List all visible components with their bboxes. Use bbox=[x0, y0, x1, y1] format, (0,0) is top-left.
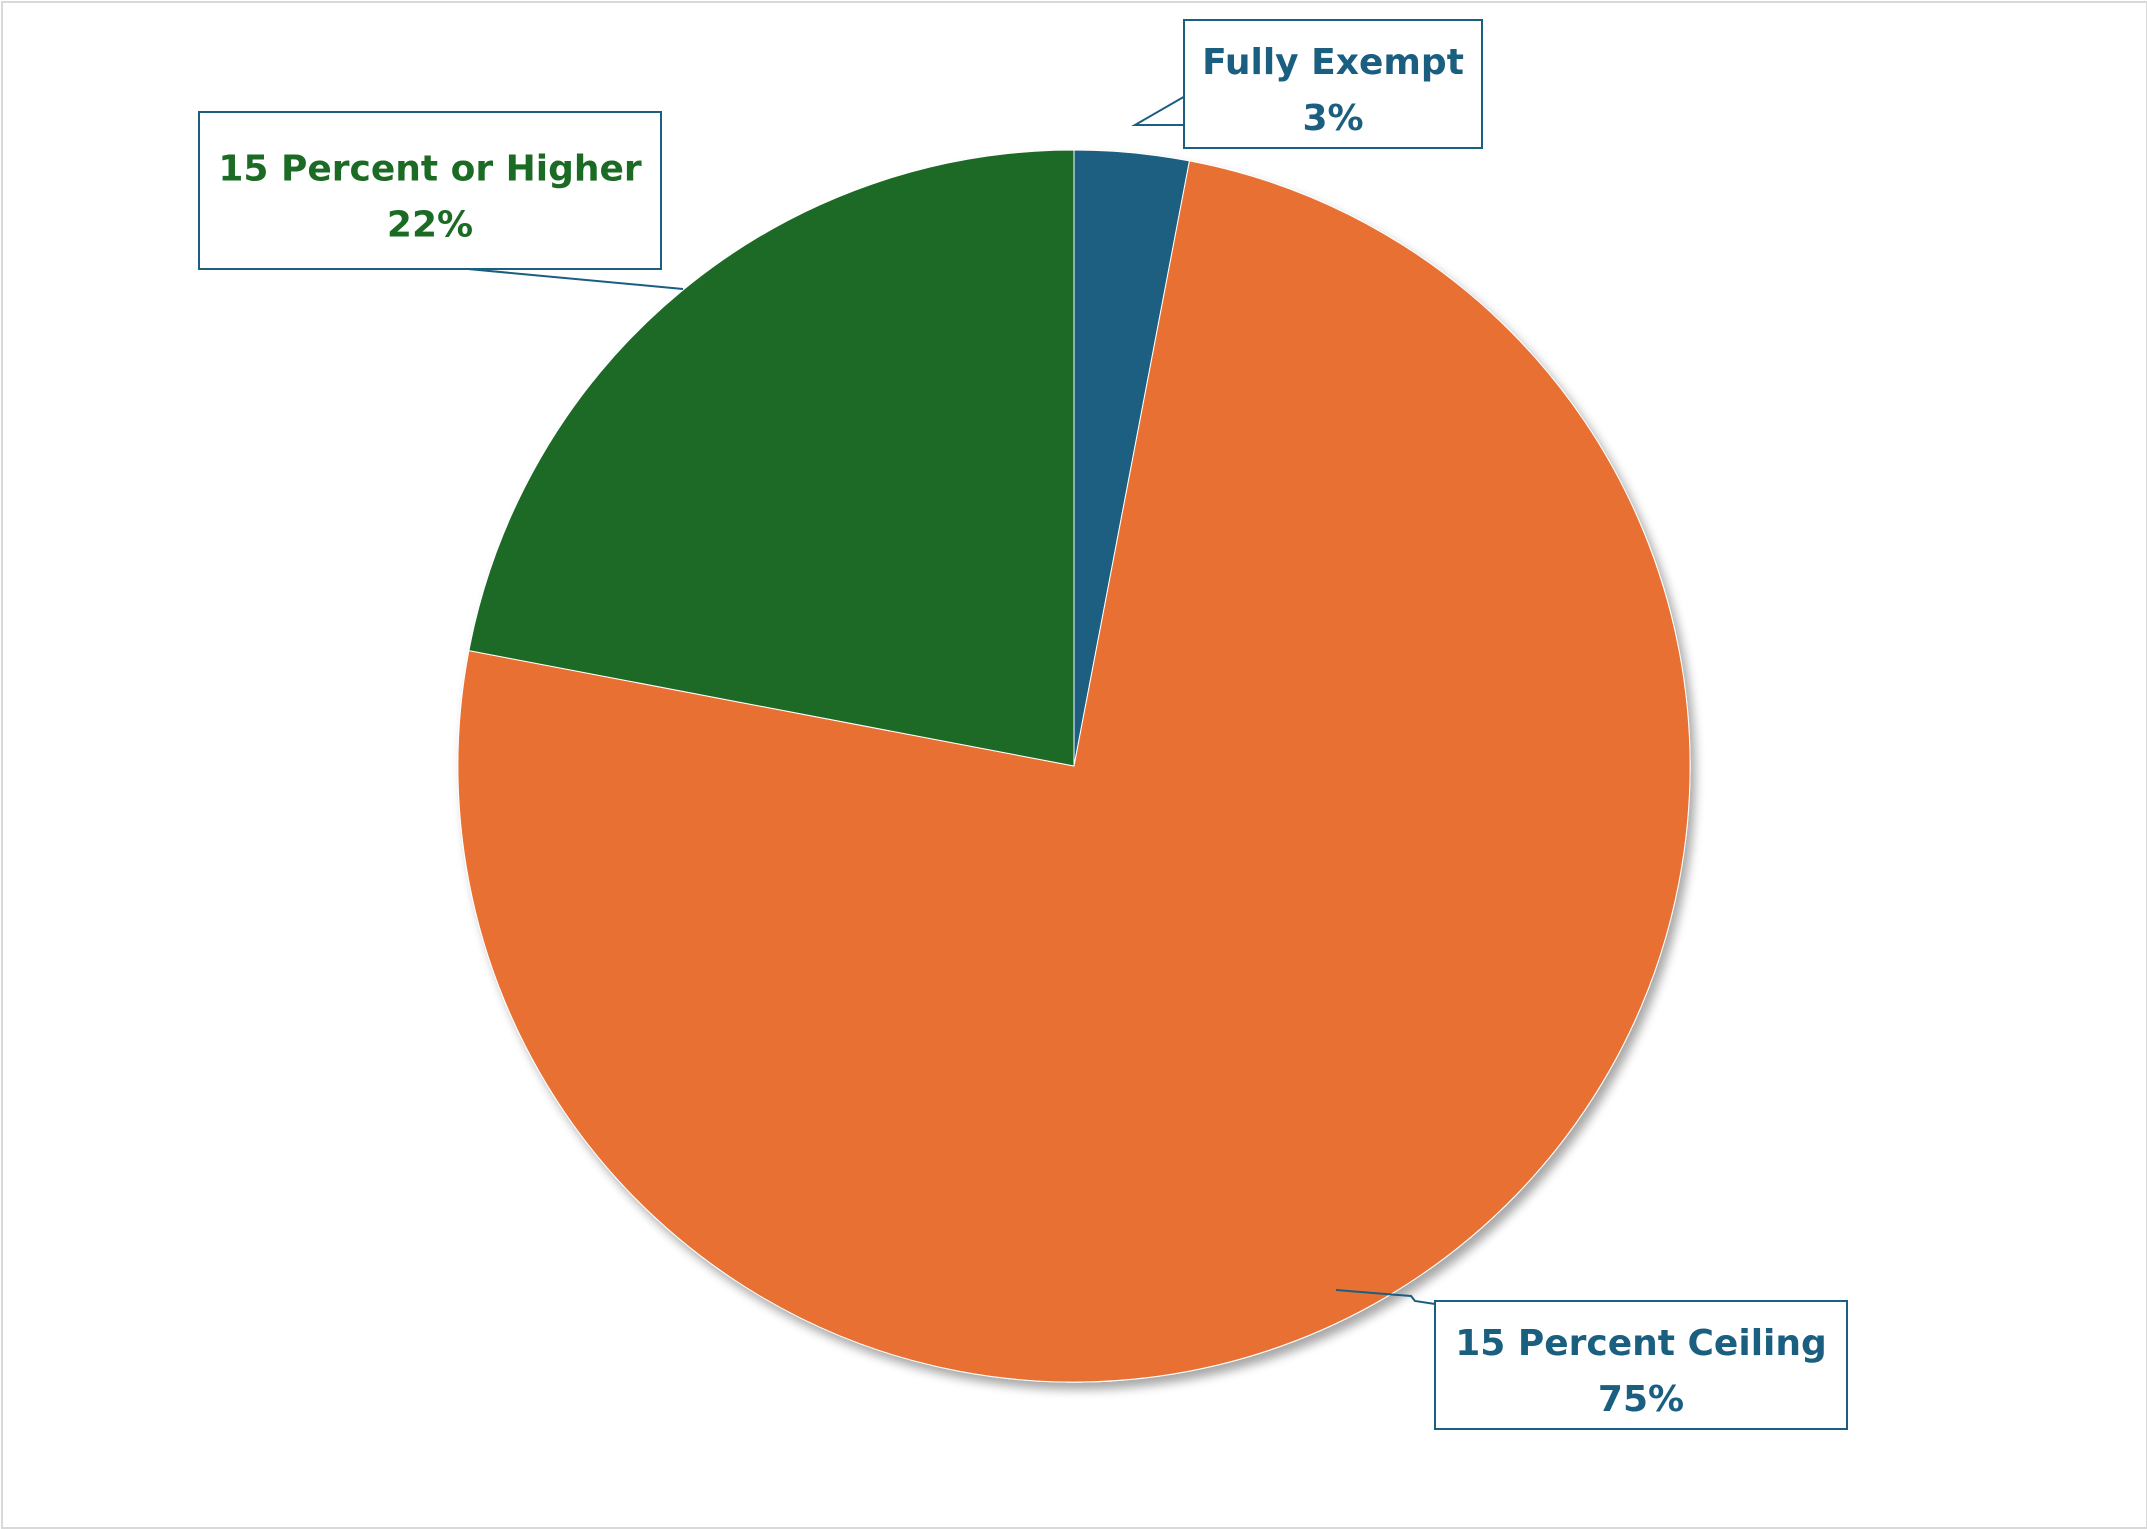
data-label-value: 75% bbox=[1598, 1379, 1684, 1420]
data-labels: Fully Exempt 3% 15 Percent Ceiling 75% 15 Pe… bbox=[198, 19, 1848, 1430]
data-label-name: Fully Exempt bbox=[1202, 42, 1464, 83]
data-label-name: 15 Percent or Higher bbox=[218, 149, 642, 190]
data-label-value: 3% bbox=[1302, 98, 1363, 139]
pie-slice-15-percent-or-higher bbox=[468, 149, 1075, 767]
pie-slice-15-percent-ceiling bbox=[457, 160, 1691, 1383]
data-label-name: 15 Percent Ceiling bbox=[1455, 1323, 1827, 1364]
leader-line bbox=[1131, 94, 1188, 126]
leader-line bbox=[1335, 1289, 1436, 1305]
leader-line bbox=[467, 268, 684, 290]
pie-chart: Fully Exempt 3% 15 Percent Ceiling 75% 15 Pe… bbox=[198, 19, 1848, 1430]
data-label-box bbox=[198, 111, 662, 270]
data-label-value: 22% bbox=[387, 205, 473, 246]
pie-slices bbox=[457, 149, 1691, 1383]
data-label-box bbox=[1183, 19, 1483, 149]
data-label-box bbox=[1434, 1300, 1848, 1430]
